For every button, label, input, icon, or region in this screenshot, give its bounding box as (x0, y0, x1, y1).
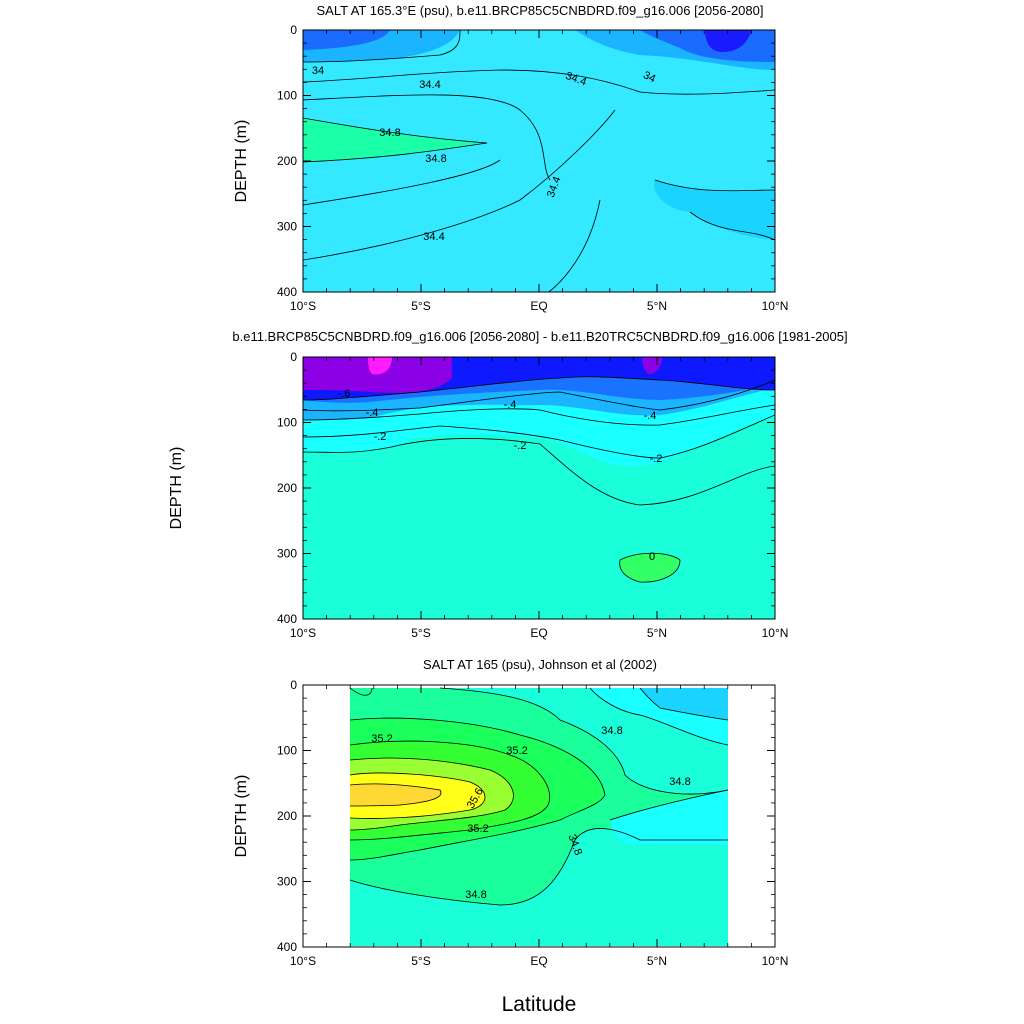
x-tick-label: EQ (530, 299, 547, 313)
y-tick-label: 300 (277, 220, 297, 234)
y-tick-label: 400 (277, 940, 297, 954)
panel2-contour-label: -.4 (366, 407, 379, 419)
panel-bottom-observed-salinity: SALT AT 165 (psu), Johnson et al (2002) (233, 657, 788, 968)
panel1-fill-north-deep-low (654, 180, 775, 240)
panel3-contour-label: 34.8 (669, 776, 690, 788)
panel3-contour-label: 35.2 (467, 823, 488, 835)
panel1-contour-label: 34.8 (379, 127, 400, 139)
panel2-contour-label: -.2 (374, 431, 387, 443)
x-tick-label: 10°S (290, 299, 316, 313)
panel-middle-difference: b.e11.BRCP85C5CNBDRD.f09_g16.006 [2056-2… (168, 329, 848, 640)
panel1-contour-label: 34 (641, 69, 657, 85)
x-tick-label: EQ (530, 954, 547, 968)
panel1-ticks: 10°S 5°S EQ 5°N 10°N 0 100 200 300 400 (277, 23, 788, 313)
panel1-contour-label: 34 (312, 65, 324, 77)
panel3-fill-cyan-deep (610, 790, 728, 845)
panel2-ticks: 10°S 5°S EQ 5°N 10°N 0 100 200 300 400 (277, 350, 788, 640)
x-tick-label: 10°N (762, 299, 789, 313)
x-tick-label: EQ (530, 626, 547, 640)
y-tick-label: 0 (290, 350, 297, 364)
x-tick-label: 5°N (647, 299, 667, 313)
panel1-title: SALT AT 165.3°E (psu), b.e11.BRCP85C5CNB… (317, 3, 764, 18)
panel1-contour-lines (303, 30, 775, 292)
panel1-fill-north-low (303, 30, 775, 70)
y-tick-label: 200 (277, 809, 297, 823)
panel-top-model-salinity: SALT AT 165.3°E (psu), b.e11.BRCP85C5CNB… (233, 3, 788, 313)
y-tick-label: 300 (277, 875, 297, 889)
panel3-title: SALT AT 165 (psu), Johnson et al (2002) (423, 657, 657, 672)
panel1-contour-label: 34.4 (419, 79, 440, 91)
panel3-fill-sky-north (640, 688, 728, 720)
panel3-fill-corner (350, 688, 372, 700)
panel3-contour-lines (349, 687, 729, 906)
panel2-title: b.e11.BRCP85C5CNBDRD.f09_g16.006 [2056-2… (232, 329, 847, 344)
x-tick-label: 5°S (411, 626, 430, 640)
panel2-contour-label: -.2 (514, 440, 527, 452)
panel1-contour-label: 34.8 (425, 153, 446, 165)
panel2-contour-label: 0 (649, 551, 655, 563)
y-tick-label: 400 (277, 612, 297, 626)
y-tick-label: 0 (290, 678, 297, 692)
y-tick-label: 200 (277, 481, 297, 495)
panel3-contour-label: 35.2 (371, 733, 392, 745)
x-tick-label: 5°S (411, 954, 430, 968)
x-tick-label: 10°N (762, 626, 789, 640)
y-tick-label: 400 (277, 285, 297, 299)
panel3-contour-label: 34.8 (601, 725, 622, 737)
panel2-contour-label: -.6 (338, 388, 351, 400)
panel2-contour-label: -.4 (504, 399, 517, 411)
panel1-fill-high-tongue (303, 118, 487, 162)
y-tick-label: 200 (277, 154, 297, 168)
panel2-ylabel: DEPTH (m) (168, 447, 185, 530)
x-tick-label: 10°S (290, 954, 316, 968)
y-tick-label: 100 (277, 89, 297, 103)
panel1-fill-north-lowest (705, 30, 752, 52)
panel3-ticks: 10°S 5°S EQ 5°N 10°N 0 100 200 300 400 (277, 678, 788, 968)
y-tick-label: 100 (277, 744, 297, 758)
x-tick-label: 10°N (762, 954, 789, 968)
panel3-contour-label: 34.8 (465, 889, 486, 901)
panel1-contour-label: 34.4 (423, 231, 444, 243)
panel2-contour-label: -.2 (650, 453, 663, 465)
panel2-fill-positive-blob (619, 552, 681, 583)
x-tick-label: 5°N (647, 626, 667, 640)
y-tick-label: 100 (277, 416, 297, 430)
panel2-fill-magenta-1 (368, 357, 392, 375)
x-tick-label: 5°S (411, 299, 430, 313)
panel1-background-fill (303, 30, 775, 292)
panel3-fill-gold (350, 783, 441, 806)
panel3-ylabel: DEPTH (m) (233, 775, 250, 858)
y-tick-label: 0 (290, 23, 297, 37)
x-tick-label: 5°N (647, 954, 667, 968)
y-tick-label: 300 (277, 547, 297, 561)
x-tick-label: 10°S (290, 626, 316, 640)
panel3-contour-label: 35.2 (506, 745, 527, 757)
panel1-fill-south-lower (303, 30, 390, 50)
panel2-fill-purple (303, 357, 452, 393)
panel2-contour-label: -.4 (644, 410, 657, 422)
bottom-xlabel: Latitude (502, 993, 577, 1016)
panel1-ylabel: DEPTH (m) (233, 120, 250, 203)
panel2-contour-lines (303, 376, 775, 506)
